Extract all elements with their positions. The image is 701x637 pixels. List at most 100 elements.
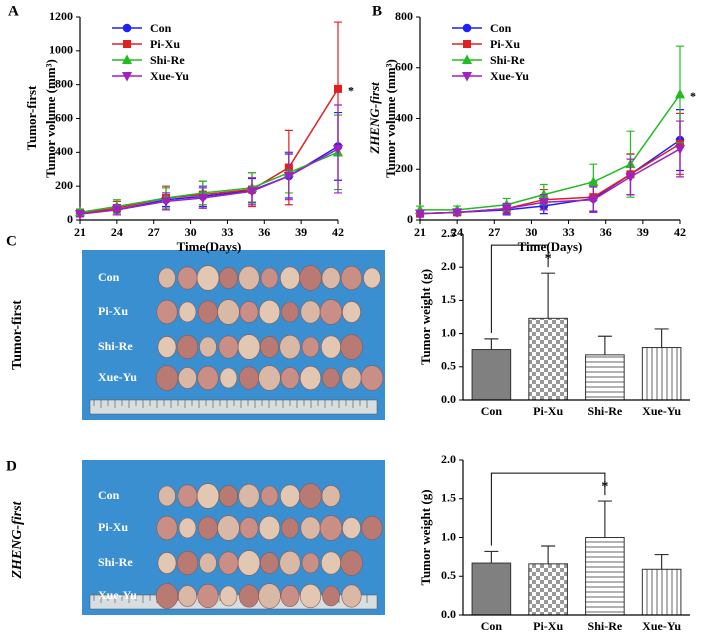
y-tick-label: 1.0 xyxy=(441,529,456,543)
bar xyxy=(585,537,625,616)
tumor xyxy=(341,366,362,390)
tumor xyxy=(299,483,322,509)
marker xyxy=(462,23,472,33)
legend-label: Xue-Yu xyxy=(490,69,529,83)
x-tick-label: 36 xyxy=(258,225,270,239)
tumor xyxy=(280,585,300,607)
legend-label: Con xyxy=(150,21,172,35)
tumor xyxy=(299,583,322,609)
marker xyxy=(332,144,344,155)
marker xyxy=(197,194,208,204)
tumor xyxy=(322,585,340,607)
x-tick-label: Shi-Re xyxy=(588,404,623,418)
marker xyxy=(246,187,258,197)
tumor xyxy=(219,267,238,289)
tumor xyxy=(239,517,259,539)
tumor xyxy=(239,366,260,390)
x-tick-label: 30 xyxy=(525,225,537,239)
row-label: ZHENG-first xyxy=(10,500,25,579)
series-line xyxy=(419,148,681,215)
y-tick-label: 400 xyxy=(55,144,73,158)
x-tick-label: Pi-Xu xyxy=(533,619,563,633)
bar xyxy=(471,349,512,401)
tumor xyxy=(157,552,177,574)
series-line xyxy=(79,151,339,214)
y-axis-label: Tumor volume (mm³) xyxy=(43,59,58,178)
error-bar xyxy=(541,272,556,319)
y-tick-label: 0.5 xyxy=(441,568,456,582)
series-line xyxy=(420,93,681,211)
bar xyxy=(528,563,568,616)
tumor xyxy=(238,265,260,291)
tumor xyxy=(238,483,260,509)
marker xyxy=(121,54,133,64)
tumor xyxy=(321,267,341,289)
tumor xyxy=(279,484,300,508)
marker xyxy=(674,88,686,99)
annotation: * xyxy=(690,89,696,103)
tumor xyxy=(360,365,384,391)
marker xyxy=(452,208,463,218)
x-tick-label: 33 xyxy=(563,225,575,239)
tumor xyxy=(219,367,238,389)
photo-row-label: Shi-Re xyxy=(98,339,133,353)
y-tick-label: 1.5 xyxy=(441,491,456,505)
tumor xyxy=(341,584,362,608)
x-tick-label: 36 xyxy=(600,225,612,239)
marker xyxy=(334,84,342,93)
y-axis-label: Tumor volume (mm³) xyxy=(383,59,398,178)
y-tick-label: 2.0 xyxy=(441,259,456,273)
y-tick-label: 1.5 xyxy=(441,292,456,306)
axis xyxy=(79,17,338,221)
tumor xyxy=(342,301,361,323)
y-tick-label: 0 xyxy=(67,212,73,226)
photo-row-label: Pi-Xu xyxy=(98,304,128,318)
x-tick-label: Xue-Yu xyxy=(642,404,681,418)
error-bar xyxy=(654,553,669,570)
x-tick-label: Xue-Yu xyxy=(642,619,681,633)
marker xyxy=(625,172,636,183)
tumor xyxy=(279,266,300,290)
ruler xyxy=(89,399,378,415)
x-tick-label: 27 xyxy=(488,225,500,239)
tumor xyxy=(196,483,220,509)
error-bar xyxy=(654,328,669,348)
panel-label: A xyxy=(8,3,19,19)
tumor xyxy=(301,552,320,574)
panel-label: D xyxy=(6,458,17,474)
legend-label: Pi-Xu xyxy=(490,37,520,51)
y-axis-label: Tumor weight (g) xyxy=(418,269,433,365)
legend-label: Pi-Xu xyxy=(150,37,180,51)
tumor xyxy=(300,516,321,540)
x-tick-label: 39 xyxy=(295,225,307,239)
marker xyxy=(501,204,512,215)
tumor xyxy=(198,516,219,540)
tumor xyxy=(279,550,301,576)
tumor xyxy=(258,299,281,325)
x-axis-label: Time(Days) xyxy=(518,239,583,254)
tumor xyxy=(340,265,363,291)
marker xyxy=(123,40,131,48)
tumor xyxy=(363,267,381,289)
tumor xyxy=(237,550,261,576)
tumor xyxy=(198,300,219,324)
tumor xyxy=(260,552,279,574)
tumor xyxy=(319,299,343,325)
x-tick-label: 27 xyxy=(148,225,160,239)
tumor xyxy=(178,585,197,607)
bar xyxy=(471,562,512,616)
marker xyxy=(588,195,599,206)
tumor xyxy=(199,336,217,358)
tumor xyxy=(155,583,179,609)
y-tick-label: 1.0 xyxy=(441,325,456,339)
y-tick-label: 800 xyxy=(395,9,413,23)
tumor xyxy=(197,365,219,391)
tumor xyxy=(155,365,179,391)
photo-row-label: Con xyxy=(98,270,120,284)
bar xyxy=(641,347,682,401)
tumor xyxy=(342,517,361,539)
x-tick-label: Pi-Xu xyxy=(533,404,563,418)
error-bar xyxy=(484,550,499,564)
tumor xyxy=(218,551,239,575)
